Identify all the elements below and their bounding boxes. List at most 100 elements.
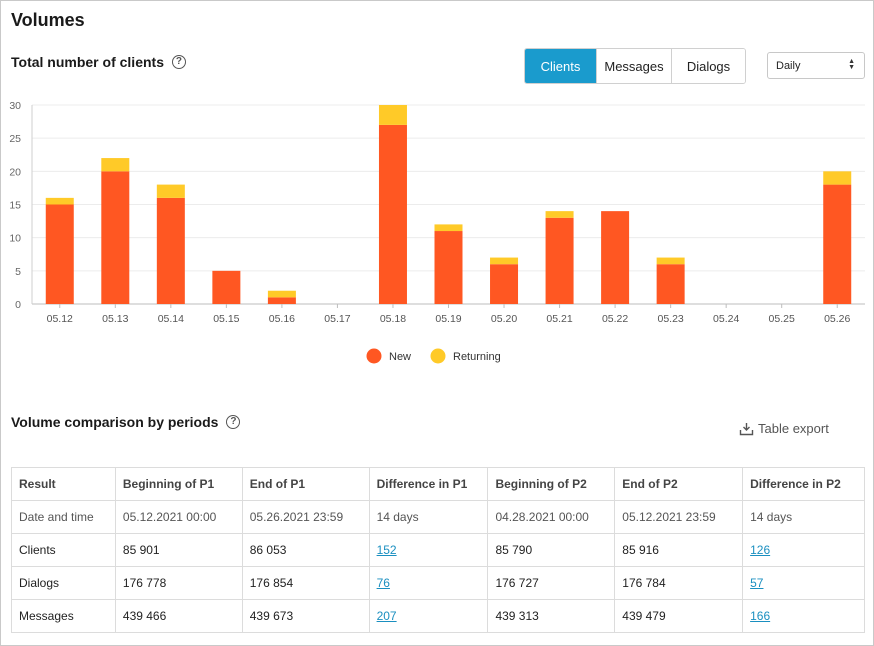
table-cell: 14 days bbox=[368, 500, 489, 534]
column-header: Difference in P1 bbox=[368, 467, 489, 501]
bar-new bbox=[212, 270, 241, 304]
tab-dialogs[interactable]: Dialogs bbox=[672, 49, 745, 83]
clients-section-title: Total number of clients ? bbox=[11, 54, 186, 70]
table-cell: 166 bbox=[742, 599, 865, 633]
table-cell: 176 784 bbox=[614, 566, 744, 600]
comparison-section-title: Volume comparison by periods ? bbox=[11, 414, 241, 430]
period-select-value: Daily bbox=[776, 59, 801, 72]
bar-returning bbox=[156, 184, 185, 198]
table-cell: 176 854 bbox=[241, 566, 370, 600]
tab-clients[interactable]: Clients bbox=[525, 49, 597, 83]
y-tick-label: 5 bbox=[15, 266, 21, 278]
table-cell: 85 916 bbox=[614, 533, 744, 567]
table-cell: 152 bbox=[368, 533, 489, 567]
bar-new bbox=[823, 184, 852, 304]
table-row: Messages 439 466 439 673 207 439 313 439… bbox=[11, 599, 865, 633]
table-cell: Clients bbox=[11, 533, 116, 567]
y-tick-label: 20 bbox=[9, 166, 21, 178]
bar-returning bbox=[656, 257, 685, 265]
difference-link[interactable]: 76 bbox=[376, 576, 390, 590]
table-cell: 439 466 bbox=[114, 599, 243, 633]
bar-returning bbox=[101, 158, 130, 172]
table-row: Dialogs 176 778 176 854 76 176 727 176 7… bbox=[11, 566, 865, 600]
bar-returning bbox=[545, 211, 574, 218]
x-tick-label: 05.13 bbox=[102, 313, 128, 325]
table-cell: 14 days bbox=[742, 500, 865, 534]
bar-returning bbox=[434, 224, 463, 232]
x-tick-label: 05.15 bbox=[213, 313, 239, 325]
table-cell: 05.12.2021 00:00 bbox=[114, 500, 243, 534]
table-cell: 86 053 bbox=[241, 533, 370, 567]
x-tick-label: 05.19 bbox=[435, 313, 461, 325]
y-tick-label: 0 bbox=[15, 299, 21, 311]
legend-label: Returning bbox=[453, 351, 501, 363]
bar-new bbox=[101, 171, 130, 304]
bar-new bbox=[267, 297, 296, 304]
column-header: Result bbox=[11, 467, 116, 501]
difference-link[interactable]: 207 bbox=[376, 609, 397, 623]
difference-link[interactable]: 126 bbox=[750, 543, 771, 557]
difference-link[interactable]: 166 bbox=[750, 609, 771, 623]
table-row: Clients 85 901 86 053 152 85 790 85 916 … bbox=[11, 533, 865, 567]
column-header: Difference in P2 bbox=[742, 467, 865, 501]
table-export-label: Table export bbox=[758, 421, 829, 436]
bar-new bbox=[434, 231, 463, 304]
column-header: End of P1 bbox=[241, 467, 370, 501]
bar-returning bbox=[267, 290, 296, 298]
table-cell: 439 673 bbox=[241, 599, 370, 633]
table-cell: 85 790 bbox=[487, 533, 616, 567]
help-icon[interactable]: ? bbox=[226, 415, 241, 429]
clients-bar-chart: 0 5 10 15 20 25 30 05.12 05.13 05.14 05.15 05.16 05.… bbox=[9, 100, 865, 364]
tab-messages[interactable]: Messages bbox=[597, 49, 672, 83]
table-cell: 05.12.2021 23:59 bbox=[614, 500, 744, 534]
x-tick-label: 05.22 bbox=[602, 313, 628, 325]
difference-link[interactable]: 57 bbox=[750, 576, 764, 590]
y-tick-label: 30 bbox=[9, 100, 21, 112]
x-tick-label: 05.14 bbox=[158, 313, 184, 325]
bar-new bbox=[490, 264, 519, 304]
bar-returning bbox=[378, 105, 407, 125]
x-tick-label: 05.25 bbox=[769, 313, 795, 325]
bar-new bbox=[378, 124, 407, 305]
bar-returning bbox=[823, 171, 852, 185]
x-tick-label: 05.16 bbox=[269, 313, 295, 325]
table-cell: 439 479 bbox=[614, 599, 744, 633]
y-tick-label: 15 bbox=[9, 200, 21, 212]
legend-label: New bbox=[389, 351, 411, 363]
bar-new bbox=[545, 217, 574, 304]
metric-toggle: Clients Messages Dialogs bbox=[524, 48, 746, 84]
difference-link[interactable]: 152 bbox=[376, 543, 397, 557]
table-cell: 439 313 bbox=[487, 599, 616, 633]
x-tick-label: 05.21 bbox=[546, 313, 572, 325]
bar-new bbox=[601, 211, 630, 304]
table-cell: Messages bbox=[11, 599, 116, 633]
clients-section-title-text: Total number of clients bbox=[11, 54, 164, 70]
period-select[interactable]: Daily ▲ ▼ bbox=[767, 52, 865, 79]
table-cell: 05.26.2021 23:59 bbox=[241, 500, 370, 534]
bar-new bbox=[45, 204, 74, 304]
page-title: Volumes bbox=[11, 10, 85, 30]
column-header: Beginning of P1 bbox=[114, 467, 243, 501]
legend-marker-new bbox=[366, 348, 382, 364]
table-cell: 85 901 bbox=[114, 533, 243, 567]
table-cell: 176 727 bbox=[487, 566, 616, 600]
comparison-section-title-text: Volume comparison by periods bbox=[11, 414, 219, 430]
bar-new bbox=[656, 264, 685, 304]
x-tick-label: 05.20 bbox=[491, 313, 517, 325]
comparison-table: Result Beginning of P1 End of P1 Differe… bbox=[11, 467, 865, 633]
table-cell: Dialogs bbox=[11, 566, 116, 600]
table-cell: 207 bbox=[368, 599, 489, 633]
table-cell: 04.28.2021 00:00 bbox=[487, 500, 616, 534]
y-tick-label: 10 bbox=[9, 233, 21, 245]
table-cell: 76 bbox=[368, 566, 489, 600]
table-export-button[interactable]: Table export bbox=[739, 421, 829, 436]
help-icon[interactable]: ? bbox=[171, 55, 186, 69]
y-tick-label: 25 bbox=[9, 133, 21, 145]
column-header: End of P2 bbox=[614, 467, 744, 501]
table-header-row: Result Beginning of P1 End of P1 Differe… bbox=[11, 467, 865, 501]
bar-new bbox=[156, 197, 185, 304]
table-cell: Date and time bbox=[11, 500, 116, 534]
column-header: Beginning of P2 bbox=[487, 467, 616, 501]
x-tick-label: 05.12 bbox=[47, 313, 73, 325]
